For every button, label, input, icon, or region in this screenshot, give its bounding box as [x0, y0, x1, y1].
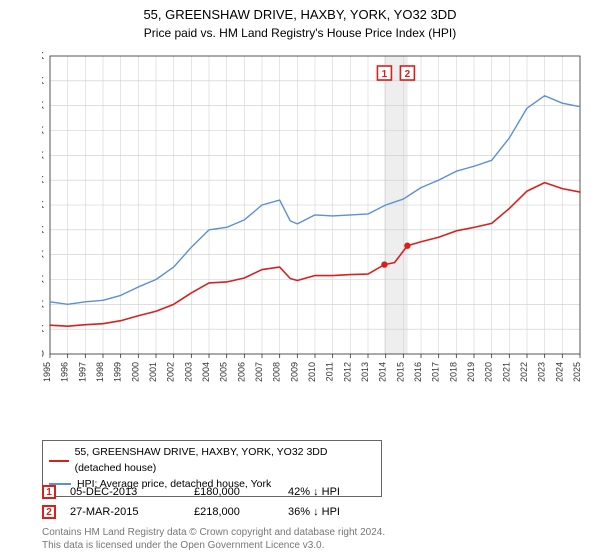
svg-text:2015: 2015 [395, 362, 405, 382]
sale-row: 2 27-MAR-2015 £218,000 36% ↓ HPI [42, 502, 388, 522]
svg-text:1995: 1995 [42, 362, 52, 382]
sale-price: £180,000 [194, 486, 274, 498]
sale-row: 1 05-DEC-2013 £180,000 42% ↓ HPI [42, 482, 388, 502]
svg-text:1997: 1997 [77, 362, 87, 382]
legend-item: 55, GREENSHAW DRIVE, HAXBY, YORK, YO32 3… [49, 445, 375, 477]
sale-price: £218,000 [194, 506, 274, 518]
svg-text:£350K: £350K [42, 175, 44, 186]
sale-marker-icon: 1 [42, 485, 56, 499]
svg-text:1: 1 [382, 69, 388, 80]
svg-text:£0: £0 [42, 349, 44, 360]
page-subtitle: Price paid vs. HM Land Registry's House … [0, 24, 600, 40]
svg-text:2004: 2004 [201, 362, 211, 382]
svg-text:£500K: £500K [42, 101, 44, 112]
svg-text:2019: 2019 [466, 362, 476, 382]
svg-text:2009: 2009 [289, 362, 299, 382]
svg-text:2010: 2010 [307, 362, 317, 382]
svg-text:1999: 1999 [113, 362, 123, 382]
svg-text:2017: 2017 [431, 362, 441, 382]
svg-text:2020: 2020 [484, 362, 494, 382]
svg-text:£150K: £150K [42, 275, 44, 286]
svg-text:2024: 2024 [554, 362, 564, 382]
sale-marker-icon: 2 [42, 505, 56, 519]
svg-text:2013: 2013 [360, 362, 370, 382]
sale-date: 05-DEC-2013 [70, 486, 180, 498]
svg-text:2001: 2001 [148, 362, 158, 382]
sale-pct: 36% ↓ HPI [288, 506, 388, 518]
price-chart: £0 £50K £100K £150K £200K £250K £300K £350K £400… [42, 48, 590, 398]
page-title: 55, GREENSHAW DRIVE, HAXBY, YORK, YO32 3… [0, 0, 600, 24]
svg-text:2003: 2003 [183, 362, 193, 382]
svg-text:2023: 2023 [537, 362, 547, 382]
svg-text:2012: 2012 [342, 362, 352, 382]
svg-text:2025: 2025 [572, 362, 582, 382]
svg-text:2018: 2018 [448, 362, 458, 382]
sale-date: 27-MAR-2015 [70, 506, 180, 518]
svg-text:£550K: £550K [42, 76, 44, 87]
svg-text:£250K: £250K [42, 225, 44, 236]
svg-text:1996: 1996 [60, 362, 70, 382]
svg-text:£450K: £450K [42, 126, 44, 137]
svg-text:2016: 2016 [413, 362, 423, 382]
attribution-text: Contains HM Land Registry data © Crown c… [42, 526, 385, 552]
svg-text:2022: 2022 [519, 362, 529, 382]
svg-text:2000: 2000 [130, 362, 140, 382]
svg-text:2014: 2014 [378, 362, 388, 382]
svg-text:2005: 2005 [219, 362, 229, 382]
svg-text:£100K: £100K [42, 299, 44, 310]
svg-text:2: 2 [405, 69, 411, 80]
svg-text:2002: 2002 [166, 362, 176, 382]
legend-label: 55, GREENSHAW DRIVE, HAXBY, YORK, YO32 3… [75, 445, 375, 477]
sale-pct: 42% ↓ HPI [288, 486, 388, 498]
legend-swatch-icon [49, 460, 69, 462]
svg-text:2008: 2008 [272, 362, 282, 382]
svg-text:£300K: £300K [42, 200, 44, 211]
svg-text:1998: 1998 [95, 362, 105, 382]
sale-rows: 1 05-DEC-2013 £180,000 42% ↓ HPI 2 27-MA… [42, 482, 388, 522]
svg-text:£400K: £400K [42, 150, 44, 161]
svg-text:£600K: £600K [42, 51, 44, 62]
chart-container: 55, GREENSHAW DRIVE, HAXBY, YORK, YO32 3… [0, 0, 600, 560]
svg-text:2011: 2011 [325, 362, 335, 381]
svg-text:2021: 2021 [501, 362, 511, 382]
svg-text:2006: 2006 [236, 362, 246, 382]
svg-text:£50K: £50K [42, 324, 44, 335]
svg-text:2007: 2007 [254, 362, 264, 382]
svg-text:£200K: £200K [42, 250, 44, 261]
